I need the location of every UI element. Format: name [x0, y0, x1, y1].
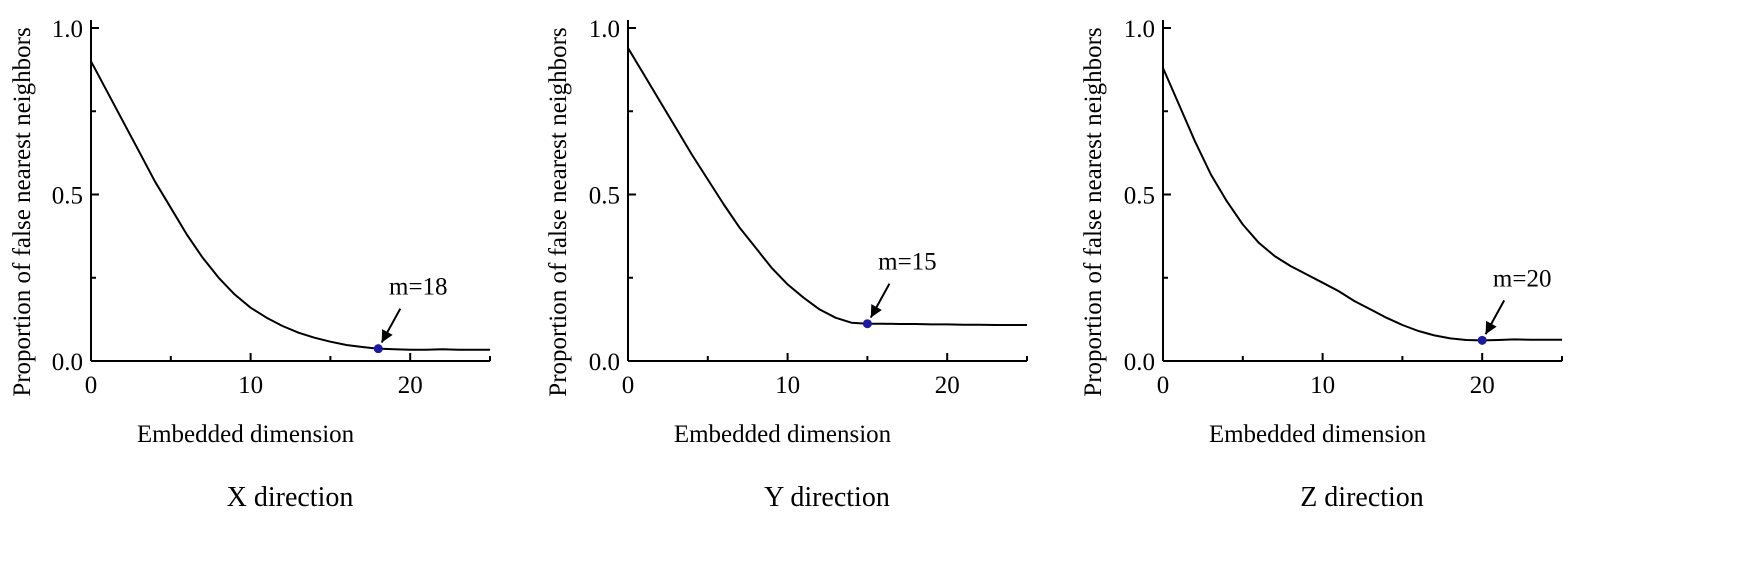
y-axis-title: Proportion of false nearest neighbors — [1080, 27, 1107, 396]
panel-caption: X direction — [227, 482, 354, 513]
panel-caption: Z direction — [1300, 482, 1424, 513]
x-tick-label: 0 — [1157, 372, 1170, 399]
y-tick-label: 0.5 — [52, 183, 83, 210]
y-tick-label: 0.0 — [52, 349, 83, 376]
x-tick-label: 20 — [398, 372, 423, 399]
y-tick-label: 1.0 — [52, 16, 83, 43]
chart-panel-2: 0.0 0.5 1.0 0 10 20 m=15 Embedded dimension Prop… — [545, 16, 1028, 513]
y-axis-title: Proportion of false nearest neighbors — [545, 27, 572, 396]
annotation-arrowhead — [1485, 320, 1497, 335]
y-tick-label: 0.5 — [1124, 183, 1155, 210]
x-tick-label: 10 — [775, 372, 800, 399]
y-tick-label: 1.0 — [589, 16, 620, 43]
x-axis-title: Embedded dimension — [137, 421, 355, 448]
x-tick-label: 0 — [85, 372, 98, 399]
series-line — [90, 60, 490, 351]
panel-caption: Y direction — [764, 482, 890, 513]
y-tick-label: 1.0 — [1124, 16, 1155, 43]
x-tick-label: 20 — [935, 372, 960, 399]
x-tick-label: 20 — [1470, 372, 1495, 399]
highlight-point — [373, 344, 383, 354]
series-line — [1162, 67, 1562, 342]
annotation-arrowhead — [870, 304, 882, 318]
x-axis-title: Embedded dimension — [1209, 421, 1427, 448]
annotation-arrowhead — [381, 329, 393, 343]
highlight-point — [862, 319, 872, 329]
chart-panel-3: 0.0 0.5 1.0 0 10 20 m=20 Embedded dimension Prop… — [1080, 16, 1563, 513]
x-axis-title: Embedded dimension — [674, 421, 892, 448]
x-tick-label: 10 — [1310, 372, 1335, 399]
chart-panel-1: 0.0 0.5 1.0 0 10 20 m=18 Embedded dimension Prop… — [9, 16, 491, 513]
x-tick-label: 10 — [238, 372, 263, 399]
y-tick-label: 0.5 — [589, 183, 620, 210]
y-tick-label: 0.0 — [589, 349, 620, 376]
series-line — [627, 47, 1027, 326]
x-tick-label: 0 — [622, 372, 635, 399]
annotation-label: m=15 — [878, 249, 937, 276]
highlight-point — [1477, 335, 1487, 345]
y-tick-label: 0.0 — [1124, 349, 1155, 376]
y-axis-title: Proportion of false nearest neighbors — [9, 27, 36, 396]
annotation-label: m=20 — [1493, 265, 1552, 292]
annotation-label: m=18 — [389, 274, 448, 301]
